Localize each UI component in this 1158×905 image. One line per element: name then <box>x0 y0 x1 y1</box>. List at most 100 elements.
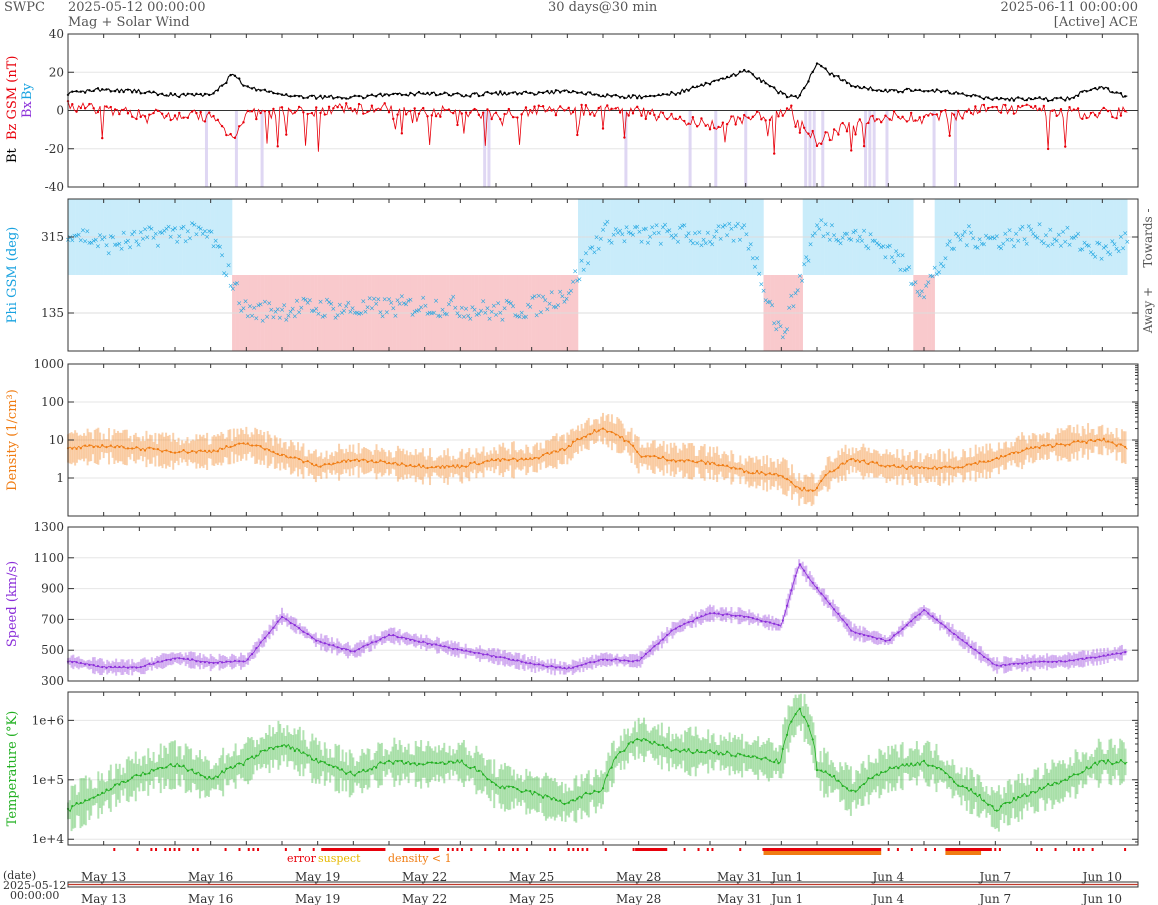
phi-point: × <box>555 302 561 310</box>
phi-point: × <box>1017 225 1023 233</box>
temperature-point <box>576 797 579 800</box>
density-point <box>272 450 275 453</box>
bz-point <box>88 102 91 106</box>
temperature-point <box>640 739 643 742</box>
phi-point: × <box>510 303 516 311</box>
bt-point <box>905 87 909 91</box>
error-mark <box>178 848 181 851</box>
speed-point <box>383 636 386 639</box>
density-point <box>982 460 986 463</box>
bt-point <box>1008 99 1011 102</box>
speed-point <box>961 639 964 642</box>
phi-point: × <box>489 308 495 316</box>
mag-tick-label: -20 <box>45 142 64 156</box>
speed-point <box>366 643 369 646</box>
phi-point: × <box>883 254 889 262</box>
x-tick-label: May 22 <box>402 870 447 884</box>
phi-point: × <box>671 234 677 242</box>
temperature-point <box>96 793 100 797</box>
bz-point <box>901 115 904 119</box>
bt-point <box>944 90 947 93</box>
bz-point <box>520 113 523 116</box>
speed-point <box>670 629 673 632</box>
bz-point <box>92 107 95 110</box>
density-point <box>88 444 91 447</box>
bz-point <box>332 107 335 110</box>
phi-point: × <box>684 233 690 241</box>
phi-point: × <box>204 233 210 241</box>
temperature-point <box>298 749 301 752</box>
speed-point <box>730 614 733 617</box>
phi-point: × <box>1099 255 1105 263</box>
density-point <box>785 478 789 481</box>
density-tick-label: 1 <box>56 471 64 485</box>
density-tick-label: 1000 <box>33 357 64 371</box>
bz-point <box>400 132 404 135</box>
phi-point: × <box>1124 238 1130 246</box>
bt-point <box>931 89 934 92</box>
temperature-point <box>811 738 814 741</box>
bt-point <box>379 92 382 96</box>
density-point <box>546 451 549 455</box>
phi-point: × <box>767 298 773 306</box>
speed-point <box>567 666 570 669</box>
speed-point <box>1064 660 1067 663</box>
phi-point: × <box>337 301 343 309</box>
phi-point: × <box>763 297 769 305</box>
density-point <box>721 464 724 467</box>
density-point <box>323 463 326 466</box>
phi-point: × <box>748 241 754 249</box>
density-point <box>357 459 361 463</box>
bt-point <box>302 96 305 100</box>
bz-point <box>961 117 964 120</box>
bt-point <box>1042 98 1046 101</box>
density-point <box>366 460 369 463</box>
bz-point <box>182 116 185 119</box>
bz-point <box>456 123 459 127</box>
density-point <box>554 450 558 453</box>
phi-point: × <box>296 308 302 316</box>
temperature-point <box>362 768 365 771</box>
temperature-point <box>109 788 112 791</box>
bt-point <box>871 88 874 92</box>
phi-point: × <box>86 239 92 247</box>
phi-point: × <box>373 300 379 308</box>
phi-point: × <box>1007 227 1013 235</box>
phi-point: × <box>425 310 431 318</box>
density-point <box>405 464 408 467</box>
bz-point <box>730 115 733 118</box>
density-point <box>550 451 553 454</box>
bz-point <box>1072 108 1076 111</box>
speed-point <box>657 642 660 645</box>
speed-point <box>935 618 938 621</box>
temperature-point <box>1111 763 1114 766</box>
bz-point <box>208 111 211 114</box>
speed-point <box>910 620 913 623</box>
temperature-point <box>242 763 245 767</box>
bt-point <box>383 93 386 96</box>
bt-point <box>135 90 138 94</box>
phi-point: × <box>140 235 146 243</box>
speed-point <box>700 615 703 618</box>
phi-point: × <box>741 222 747 230</box>
phi-point: × <box>279 306 285 314</box>
temperature-point <box>559 799 562 802</box>
speed-point <box>191 658 194 661</box>
bz-point <box>948 134 951 137</box>
bt-point <box>79 90 83 93</box>
bz-point <box>1016 104 1020 108</box>
density-point <box>225 444 228 448</box>
density-point <box>811 489 814 492</box>
phi-point: × <box>838 240 844 248</box>
density-point <box>944 465 947 468</box>
density-point <box>349 459 352 463</box>
bz-point <box>1012 112 1016 115</box>
bz-point <box>674 117 677 121</box>
bz-south-band <box>624 110 628 187</box>
temperature-point <box>837 779 840 782</box>
bz-point <box>820 142 823 146</box>
phi-point: × <box>104 241 110 249</box>
phi-point: × <box>95 243 101 251</box>
error-mark <box>484 848 487 851</box>
